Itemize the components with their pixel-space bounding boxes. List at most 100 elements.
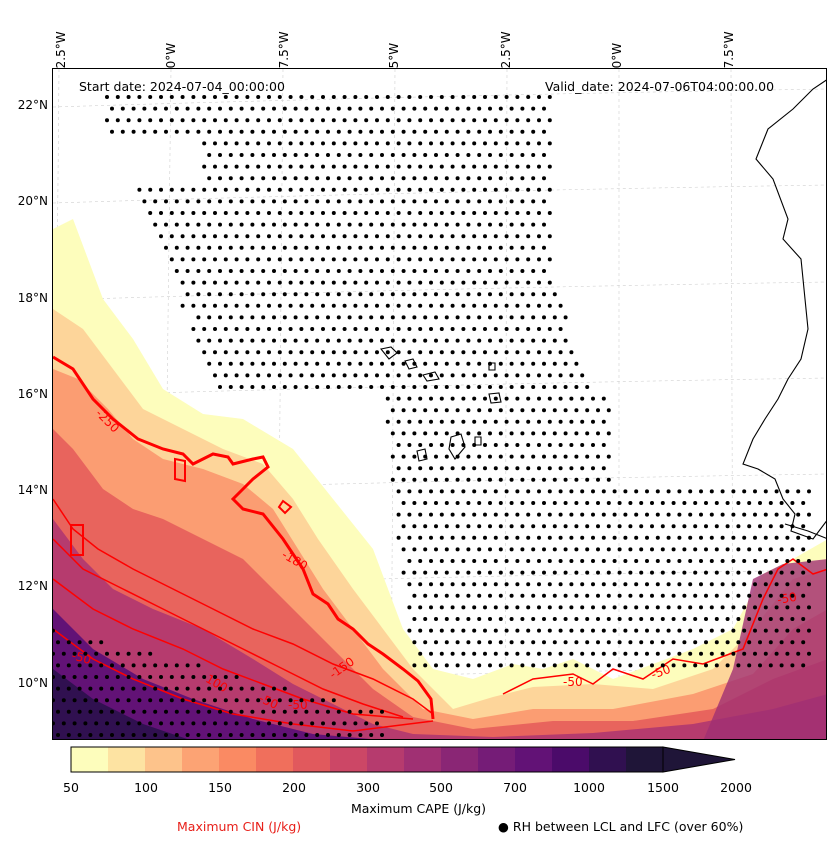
rh-dot bbox=[498, 269, 503, 273]
rh-dot bbox=[77, 640, 82, 645]
rh-dot bbox=[418, 559, 423, 563]
rh-dot bbox=[310, 721, 315, 726]
rh-dot bbox=[369, 709, 374, 714]
rh-dot bbox=[574, 501, 579, 505]
rh-dot bbox=[574, 408, 579, 413]
rh-dot bbox=[218, 269, 222, 273]
rh-dot bbox=[396, 350, 401, 355]
rh-dot bbox=[660, 593, 665, 598]
rh-dot bbox=[282, 361, 287, 366]
rh-dot bbox=[429, 512, 433, 517]
rh-dot bbox=[526, 141, 531, 146]
rh-dot bbox=[461, 141, 466, 146]
rh-dot bbox=[660, 547, 665, 552]
rh-dot bbox=[423, 547, 428, 552]
colorbar-segment bbox=[441, 747, 478, 772]
rh-dot bbox=[693, 640, 698, 645]
rh-dot bbox=[429, 559, 433, 563]
rh-dot bbox=[310, 257, 315, 262]
rh-dot bbox=[142, 106, 147, 111]
rh-dot bbox=[202, 698, 207, 703]
rh-dot bbox=[455, 292, 460, 297]
rh-dot bbox=[461, 559, 466, 563]
rh-dot bbox=[542, 106, 546, 111]
rh-dot bbox=[412, 361, 417, 366]
rh-dot bbox=[498, 176, 503, 181]
rh-dot bbox=[277, 234, 282, 239]
rh-dot bbox=[261, 686, 266, 691]
rh-dot bbox=[342, 141, 347, 146]
rh-dot bbox=[385, 373, 390, 378]
rh-dot bbox=[218, 129, 222, 134]
rh-dot bbox=[439, 234, 444, 239]
colorbar-tick-label: 50 bbox=[63, 780, 79, 795]
rh-dot bbox=[213, 234, 217, 239]
rh-dot bbox=[439, 257, 444, 262]
rh-dot bbox=[483, 141, 487, 146]
rh-dot bbox=[444, 408, 449, 413]
rh-dot bbox=[434, 199, 438, 204]
rh-dot bbox=[520, 292, 525, 297]
rh-dot bbox=[223, 211, 228, 215]
rh-dot bbox=[148, 675, 153, 679]
map-area[interactable]: -250 -180 -150 -100 -50 -50 -50 -50 -50 … bbox=[52, 68, 827, 740]
rh-dot bbox=[547, 559, 552, 563]
rh-dot bbox=[228, 686, 233, 691]
rh-dot bbox=[148, 95, 153, 99]
rh-dot bbox=[412, 593, 417, 598]
rh-dot bbox=[126, 721, 131, 726]
rh-dot bbox=[504, 443, 509, 447]
rh-dot bbox=[423, 617, 428, 621]
rh-dot bbox=[504, 234, 509, 239]
start-date-text: Start date: 2024-07-04_00:00:00 bbox=[79, 79, 285, 94]
rh-dot bbox=[547, 350, 552, 355]
rh-dot bbox=[461, 512, 466, 517]
rh-dot bbox=[385, 118, 390, 123]
rh-dot bbox=[310, 234, 315, 239]
rh-dot bbox=[326, 269, 330, 273]
rh-dot bbox=[439, 651, 444, 656]
rh-dot bbox=[412, 153, 417, 157]
rh-dot bbox=[202, 95, 207, 99]
rh-dot bbox=[137, 721, 142, 726]
rh-dot bbox=[472, 489, 477, 494]
rh-dot bbox=[304, 315, 309, 320]
rh-dot bbox=[66, 663, 71, 668]
rh-dot bbox=[439, 512, 444, 517]
rh-dot bbox=[439, 164, 444, 169]
rh-dot bbox=[164, 106, 168, 111]
rh-dot bbox=[180, 303, 185, 308]
rh-dot bbox=[407, 303, 412, 308]
rh-dot bbox=[585, 408, 590, 413]
rh-dot bbox=[509, 199, 514, 204]
rh-dot bbox=[601, 651, 606, 656]
colorbar-segment bbox=[256, 747, 293, 772]
rh-dot bbox=[439, 350, 444, 355]
rh-dot bbox=[650, 547, 654, 552]
rh-dot bbox=[353, 187, 358, 192]
rh-dot bbox=[488, 477, 492, 482]
rh-dot bbox=[796, 489, 801, 494]
rh-dot bbox=[591, 419, 595, 424]
rh-dot bbox=[655, 489, 660, 494]
rh-dot bbox=[185, 663, 190, 668]
rh-dot bbox=[369, 361, 374, 366]
rh-dot bbox=[282, 315, 287, 320]
rh-dot bbox=[466, 547, 471, 552]
rh-dot bbox=[515, 419, 520, 424]
rh-dot bbox=[418, 211, 423, 215]
rh-dot bbox=[407, 535, 412, 540]
rh-dot bbox=[688, 651, 693, 656]
rh-dot bbox=[245, 280, 250, 285]
rh-dot bbox=[617, 640, 622, 645]
rh-dot bbox=[375, 350, 379, 355]
rh-dot bbox=[558, 651, 563, 656]
rh-dot bbox=[472, 350, 477, 355]
rh-dot bbox=[407, 234, 412, 239]
rh-dot bbox=[612, 535, 617, 540]
rh-dot bbox=[455, 617, 460, 621]
rh-dot bbox=[596, 640, 600, 645]
rh-dot bbox=[310, 350, 315, 355]
rh-dot bbox=[461, 535, 466, 540]
rh-dot bbox=[358, 338, 363, 343]
